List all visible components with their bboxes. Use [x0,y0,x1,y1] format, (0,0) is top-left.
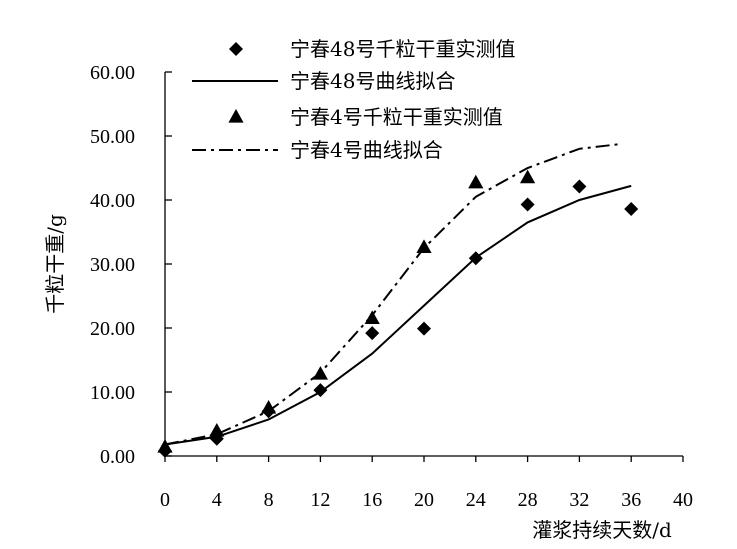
legend-label: 宁春48号曲线拟合 [290,69,455,93]
axes: 0.00 10.00 20.00 30.00 40.00 50.00 60.00 0 4 8 12 1… [90,62,693,511]
x-tick-label: 36 [621,489,641,511]
diamond-marker [572,179,587,194]
triangle-marker [468,174,484,189]
x-tick-label: 28 [518,489,538,511]
x-tick-label: 8 [264,489,274,511]
diamond-marker [468,251,483,266]
y-tick-label: 0.00 [100,446,135,468]
y-tick-label: 30.00 [90,254,135,276]
x-tick-label: 4 [212,489,222,511]
legend-label: 宁春48号千粒干重实测值 [290,37,515,61]
x-tick-label: 12 [310,489,330,511]
series-line [164,143,619,446]
x-tick-label: 16 [362,489,382,511]
plot-area [157,143,639,458]
diamond-marker [313,383,328,398]
x-tick-label: 0 [160,489,170,511]
triangle-marker [261,400,277,414]
diamond-marker [365,326,380,341]
triangle-marker [416,239,432,253]
y-tick-label: 50.00 [90,126,135,148]
x-axis-label: 灌浆持续天数/d [532,518,672,542]
x-tick-label: 40 [673,489,693,511]
legend-label: 宁春4号千粒干重实测值 [290,105,503,129]
triangle-marker [312,366,328,380]
legend-symbol [228,109,244,123]
x-tick-label: 20 [414,489,434,511]
y-tick-label: 10.00 [90,382,135,404]
legend-label: 宁春4号曲线拟合 [290,138,443,162]
y-tick-label: 60.00 [90,62,135,84]
y-tick-label: 20.00 [90,318,135,340]
y-tick-label: 40.00 [90,190,135,212]
legend-symbol [229,42,243,56]
triangle-marker [157,439,173,453]
triangle-marker [520,169,536,184]
triangle-marker [209,423,225,437]
triangle-marker [364,310,380,324]
diamond-marker [520,197,535,212]
diamond-marker [624,201,639,216]
x-tick-label: 24 [466,489,486,511]
y-axis-label: 千粒干重/g [43,214,67,314]
diamond-marker [417,321,431,336]
x-tick-label: 32 [569,489,589,511]
series-line [164,184,632,446]
